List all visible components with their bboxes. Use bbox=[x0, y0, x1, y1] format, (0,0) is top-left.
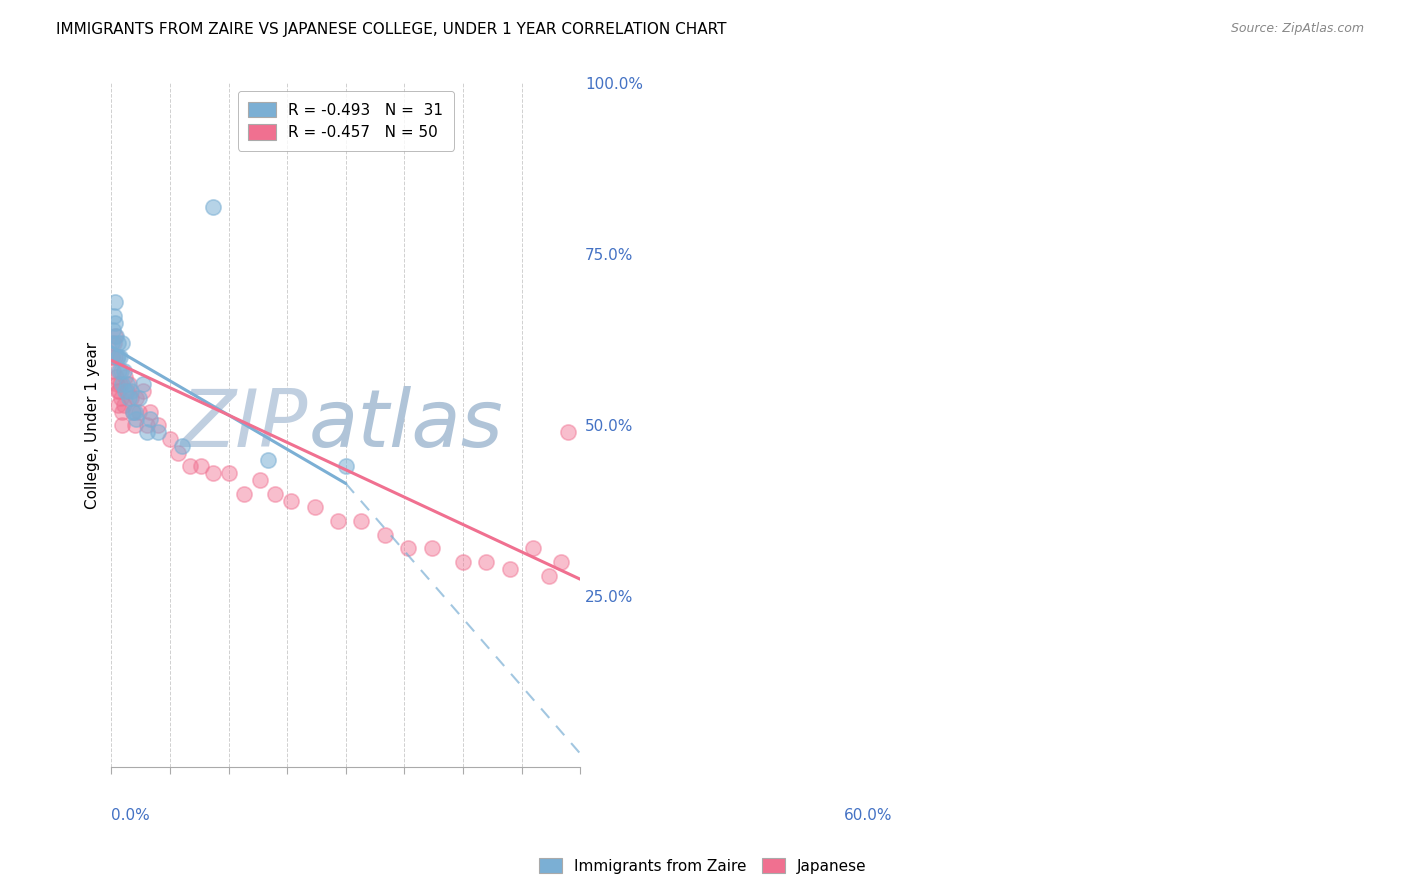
Text: 60.0%: 60.0% bbox=[844, 808, 893, 823]
Point bbox=[264, 487, 287, 501]
Point bbox=[148, 418, 170, 433]
Point bbox=[104, 350, 127, 364]
Point bbox=[304, 500, 326, 515]
Point bbox=[201, 200, 224, 214]
Point bbox=[256, 452, 278, 467]
Y-axis label: College, Under 1 year: College, Under 1 year bbox=[86, 342, 100, 509]
Point bbox=[111, 377, 134, 392]
Text: Source: ZipAtlas.com: Source: ZipAtlas.com bbox=[1230, 22, 1364, 36]
Point bbox=[124, 418, 146, 433]
Point bbox=[374, 528, 396, 542]
Text: ZIP: ZIP bbox=[181, 386, 308, 465]
Point bbox=[537, 569, 560, 583]
Point bbox=[112, 398, 135, 412]
Point bbox=[125, 391, 148, 405]
Point bbox=[159, 432, 181, 446]
Point bbox=[120, 391, 142, 405]
Point bbox=[128, 405, 150, 419]
Point bbox=[107, 384, 129, 399]
Point bbox=[104, 316, 127, 330]
Point bbox=[499, 562, 522, 576]
Point bbox=[170, 439, 193, 453]
Point bbox=[110, 336, 132, 351]
Point bbox=[101, 364, 124, 378]
Point bbox=[101, 323, 124, 337]
Point bbox=[110, 364, 132, 378]
Point bbox=[107, 350, 129, 364]
Point bbox=[166, 446, 188, 460]
Point bbox=[326, 514, 349, 528]
Point bbox=[131, 377, 153, 392]
Point bbox=[280, 493, 302, 508]
Point bbox=[108, 384, 131, 399]
Point bbox=[120, 384, 142, 399]
Point bbox=[350, 514, 373, 528]
Point bbox=[107, 336, 129, 351]
Point bbox=[115, 384, 138, 399]
Point bbox=[420, 541, 443, 556]
Point bbox=[128, 391, 150, 405]
Legend: Immigrants from Zaire, Japanese: Immigrants from Zaire, Japanese bbox=[533, 852, 873, 880]
Point bbox=[103, 295, 125, 310]
Point bbox=[124, 405, 146, 419]
Point bbox=[139, 405, 162, 419]
Point bbox=[105, 350, 128, 364]
Point bbox=[218, 467, 240, 481]
Point bbox=[135, 425, 157, 440]
Point bbox=[125, 411, 148, 425]
Point bbox=[475, 555, 498, 569]
Point bbox=[451, 555, 474, 569]
Point bbox=[179, 459, 201, 474]
Point bbox=[114, 370, 136, 384]
Point bbox=[190, 459, 212, 474]
Point bbox=[108, 364, 131, 378]
Point bbox=[396, 541, 419, 556]
Point bbox=[108, 377, 131, 392]
Point bbox=[105, 377, 128, 392]
Point bbox=[122, 405, 145, 419]
Legend: R = -0.493   N =  31, R = -0.457   N = 50: R = -0.493 N = 31, R = -0.457 N = 50 bbox=[238, 91, 454, 151]
Point bbox=[148, 425, 170, 440]
Text: IMMIGRANTS FROM ZAIRE VS JAPANESE COLLEGE, UNDER 1 YEAR CORRELATION CHART: IMMIGRANTS FROM ZAIRE VS JAPANESE COLLEG… bbox=[56, 22, 727, 37]
Point bbox=[139, 411, 162, 425]
Point bbox=[135, 418, 157, 433]
Point bbox=[105, 329, 128, 343]
Point bbox=[117, 377, 139, 392]
Point bbox=[557, 425, 579, 440]
Point bbox=[112, 364, 135, 378]
Point bbox=[117, 391, 139, 405]
Point bbox=[249, 473, 271, 487]
Point bbox=[107, 398, 129, 412]
Point bbox=[110, 405, 132, 419]
Point bbox=[103, 329, 125, 343]
Point bbox=[111, 418, 134, 433]
Text: 0.0%: 0.0% bbox=[111, 808, 150, 823]
Point bbox=[103, 336, 125, 351]
Point bbox=[110, 391, 132, 405]
Point bbox=[114, 384, 136, 399]
Point bbox=[105, 370, 128, 384]
Point bbox=[335, 459, 357, 474]
Point bbox=[103, 309, 125, 323]
Point bbox=[550, 555, 572, 569]
Text: atlas: atlas bbox=[308, 386, 503, 465]
Point bbox=[522, 541, 544, 556]
Point bbox=[115, 377, 138, 392]
Point bbox=[201, 467, 224, 481]
Point bbox=[233, 487, 256, 501]
Point bbox=[108, 350, 131, 364]
Point bbox=[122, 405, 145, 419]
Point bbox=[131, 384, 153, 399]
Point bbox=[101, 336, 124, 351]
Point bbox=[101, 350, 124, 364]
